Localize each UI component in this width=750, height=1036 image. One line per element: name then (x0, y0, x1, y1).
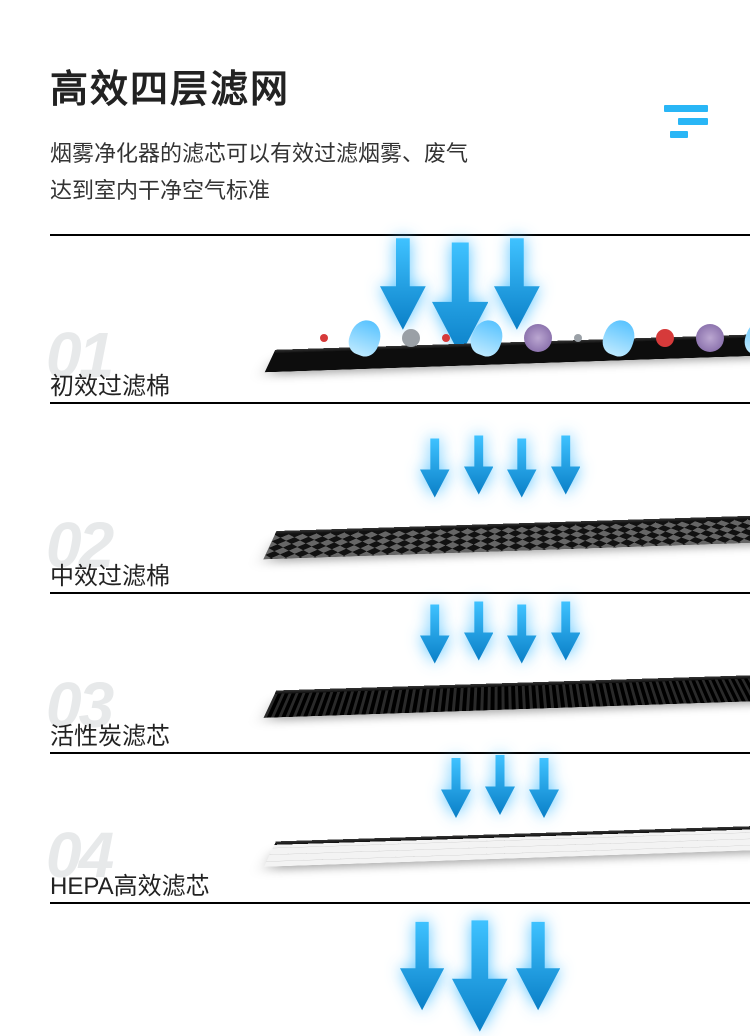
flow-arrows-3 (420, 744, 580, 832)
guide-line-1 (50, 402, 750, 404)
flow-arrows-2 (420, 590, 580, 678)
page-title: 高效四层滤网 (50, 58, 700, 113)
subtitle-line-2: 达到室内干净空气标准 (50, 172, 700, 209)
guide-line-3 (50, 752, 750, 754)
layer-label-1: 初效过滤棉 (50, 366, 170, 401)
layer-label-2: 中效过滤棉 (50, 556, 170, 591)
particles (320, 320, 750, 356)
accent-icon (664, 105, 708, 144)
exit-arrows (400, 916, 560, 1036)
guide-line-4 (50, 902, 750, 904)
subtitle-line-1: 烟雾净化器的滤芯可以有效过滤烟雾、废气 (50, 135, 700, 172)
layer-label-3: 活性炭滤芯 (50, 716, 170, 751)
layer-label-4: HEPA高效滤芯 (50, 866, 210, 901)
guide-line-2 (50, 592, 750, 594)
flow-arrows-1 (420, 424, 580, 512)
